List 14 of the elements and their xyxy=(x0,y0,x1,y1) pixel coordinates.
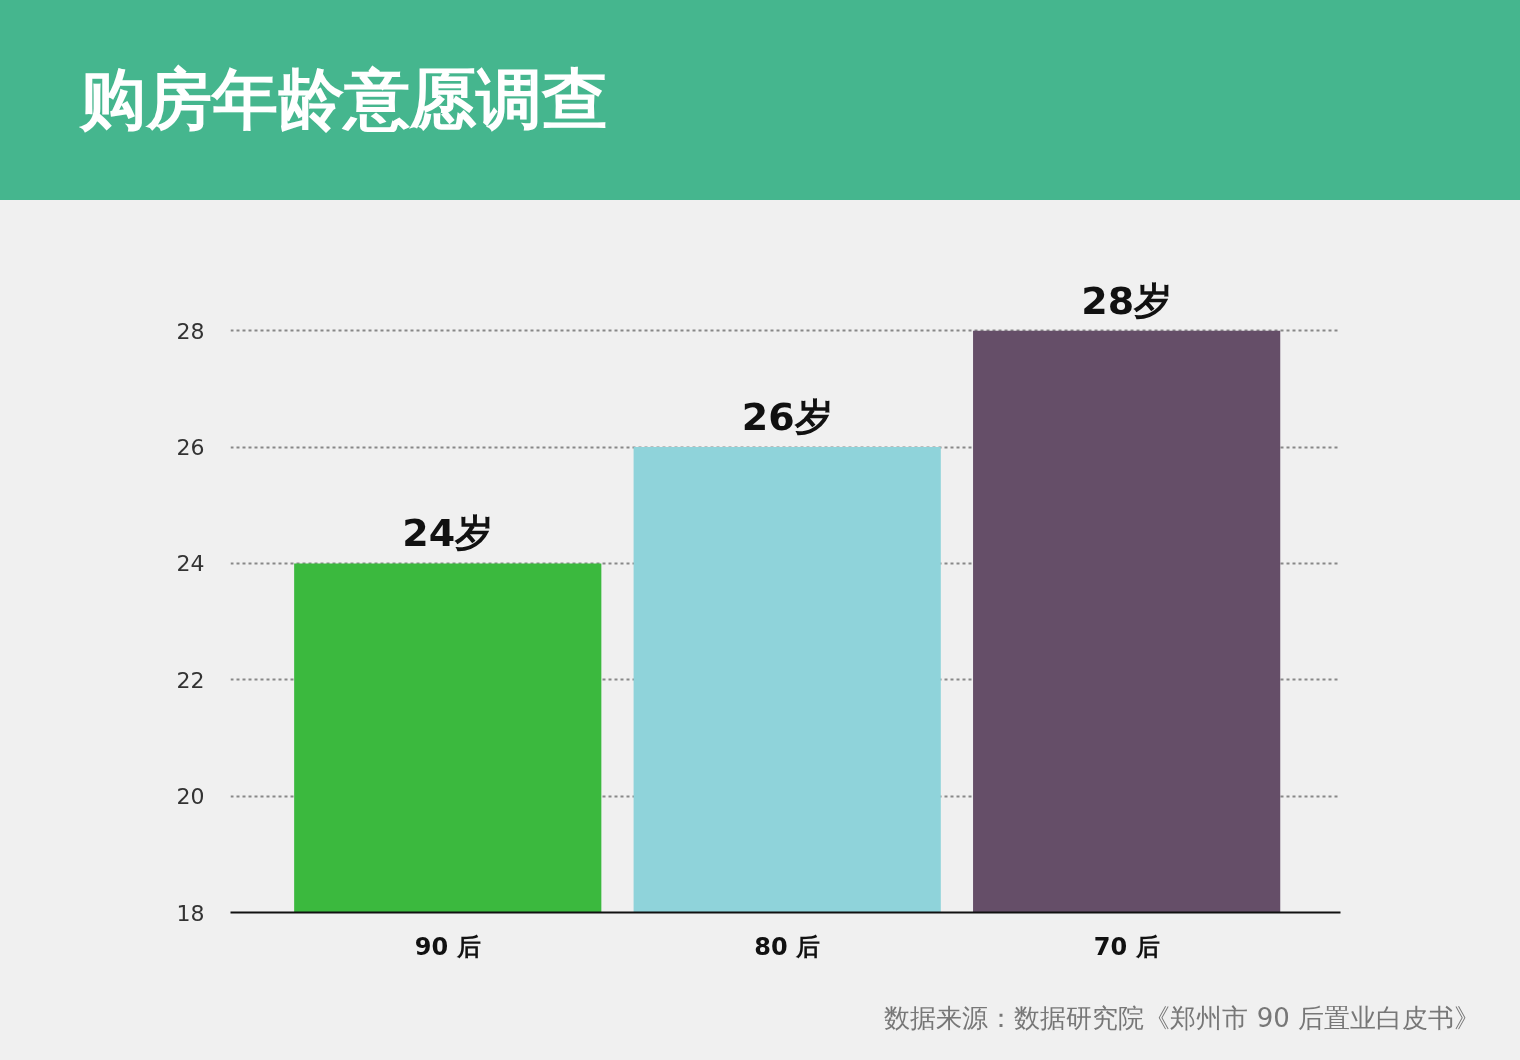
y-tick-label: 26 xyxy=(176,435,205,461)
y-tick-label: 20 xyxy=(176,784,205,810)
y-tick-label: 28 xyxy=(176,318,205,344)
source-note: 数据来源：数据研究院《郑州市 90 后置业白皮书》 xyxy=(884,1002,1480,1035)
chart-title: 购房年龄意愿调查 xyxy=(80,60,608,140)
data-label: 24岁 xyxy=(402,511,494,556)
data-label: 28岁 xyxy=(1081,278,1173,323)
x-tick-label: 80 后 xyxy=(754,932,821,961)
x-tick-label: 70 后 xyxy=(1093,932,1160,961)
x-tick-label: 90 后 xyxy=(414,932,481,961)
y-tick-label: 18 xyxy=(176,900,205,926)
y-tick-label: 24 xyxy=(176,551,205,577)
y-tick-label: 22 xyxy=(176,667,205,693)
data-label: 26岁 xyxy=(741,395,833,440)
